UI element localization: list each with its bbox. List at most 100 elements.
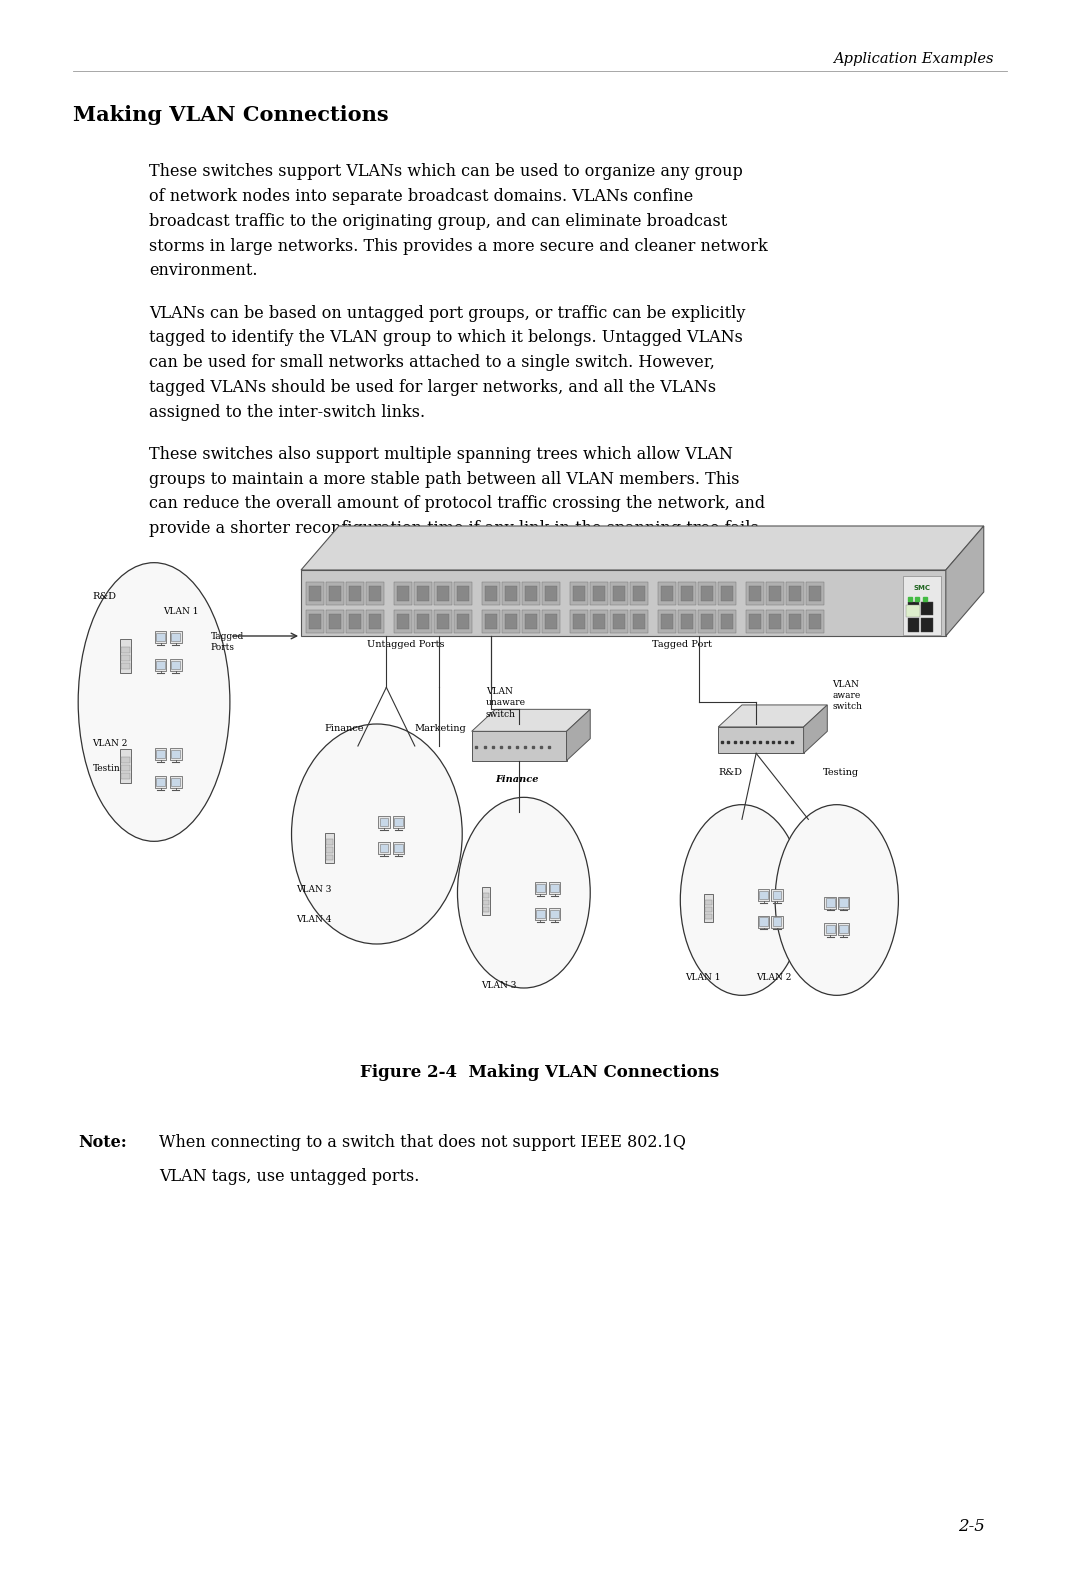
Ellipse shape: [292, 724, 462, 944]
Bar: [593, 614, 605, 630]
Bar: [434, 582, 451, 604]
Bar: [838, 923, 849, 936]
Bar: [121, 663, 130, 669]
Bar: [522, 582, 540, 604]
Bar: [369, 586, 381, 601]
Text: VLAN 2: VLAN 2: [756, 973, 792, 983]
Bar: [121, 765, 130, 771]
Bar: [349, 586, 361, 601]
Bar: [366, 609, 384, 633]
Bar: [309, 614, 321, 630]
Bar: [326, 854, 334, 860]
Bar: [171, 749, 181, 760]
Bar: [786, 582, 804, 604]
Bar: [394, 609, 411, 633]
Bar: [549, 882, 561, 893]
Bar: [414, 582, 432, 604]
Bar: [705, 907, 712, 912]
Bar: [570, 609, 588, 633]
Bar: [121, 639, 131, 672]
Bar: [788, 614, 801, 630]
Bar: [769, 614, 781, 630]
Bar: [502, 582, 519, 604]
Bar: [698, 609, 716, 633]
Polygon shape: [472, 732, 567, 761]
Bar: [504, 586, 517, 601]
Text: These switches support VLANs which can be used to organize any group
of network : These switches support VLANs which can b…: [149, 163, 768, 279]
Text: VLAN 3: VLAN 3: [482, 981, 516, 989]
Bar: [392, 816, 404, 827]
Bar: [542, 609, 561, 633]
Bar: [171, 659, 181, 670]
Bar: [903, 576, 941, 634]
Bar: [704, 895, 713, 922]
Bar: [525, 614, 537, 630]
Polygon shape: [718, 705, 827, 727]
Bar: [502, 609, 519, 633]
Bar: [328, 586, 341, 601]
Bar: [766, 582, 784, 604]
Bar: [826, 925, 835, 933]
Bar: [483, 900, 489, 904]
Bar: [346, 582, 364, 604]
Bar: [121, 647, 130, 653]
Polygon shape: [804, 705, 827, 754]
Bar: [720, 586, 733, 601]
Bar: [482, 887, 490, 915]
Bar: [772, 917, 782, 926]
Bar: [746, 609, 764, 633]
Bar: [436, 614, 449, 630]
Bar: [612, 614, 625, 630]
Bar: [806, 582, 824, 604]
Bar: [826, 898, 835, 906]
Bar: [417, 614, 429, 630]
Bar: [633, 614, 645, 630]
Bar: [396, 614, 409, 630]
Bar: [809, 586, 821, 601]
Bar: [157, 633, 165, 641]
Bar: [378, 816, 390, 827]
Text: VLAN tags, use untagged ports.: VLAN tags, use untagged ports.: [159, 1168, 419, 1185]
Bar: [379, 818, 389, 826]
Bar: [545, 614, 557, 630]
Bar: [483, 907, 489, 912]
Bar: [661, 586, 673, 601]
Bar: [838, 896, 849, 909]
Polygon shape: [472, 710, 591, 732]
Text: Untagged Ports: Untagged Ports: [367, 641, 445, 650]
Bar: [549, 909, 561, 920]
Bar: [535, 882, 546, 893]
Bar: [156, 749, 166, 760]
Ellipse shape: [78, 562, 230, 842]
Text: Figure 2-4  Making VLAN Connections: Figure 2-4 Making VLAN Connections: [361, 1064, 719, 1082]
Bar: [590, 609, 608, 633]
Bar: [610, 609, 627, 633]
Bar: [535, 909, 546, 920]
Bar: [121, 655, 130, 661]
Bar: [718, 609, 737, 633]
Bar: [309, 586, 321, 601]
Bar: [572, 614, 585, 630]
Bar: [306, 582, 324, 604]
Bar: [536, 911, 545, 918]
Text: VLAN
unaware
switch: VLAN unaware switch: [486, 688, 526, 719]
Polygon shape: [567, 710, 591, 761]
Bar: [369, 614, 381, 630]
Text: VLAN
aware
switch: VLAN aware switch: [832, 680, 862, 711]
Bar: [417, 586, 429, 601]
Text: R&D: R&D: [93, 592, 117, 601]
Bar: [346, 609, 364, 633]
Bar: [572, 586, 585, 601]
Text: Testing: Testing: [93, 763, 126, 772]
Bar: [325, 832, 334, 864]
Bar: [839, 898, 848, 906]
Text: R&D: R&D: [718, 768, 742, 777]
Bar: [525, 586, 537, 601]
Bar: [921, 603, 932, 615]
Bar: [678, 609, 696, 633]
Ellipse shape: [775, 805, 899, 995]
Bar: [806, 609, 824, 633]
Text: Application Examples: Application Examples: [833, 52, 994, 66]
Bar: [771, 889, 783, 901]
Bar: [570, 582, 588, 604]
